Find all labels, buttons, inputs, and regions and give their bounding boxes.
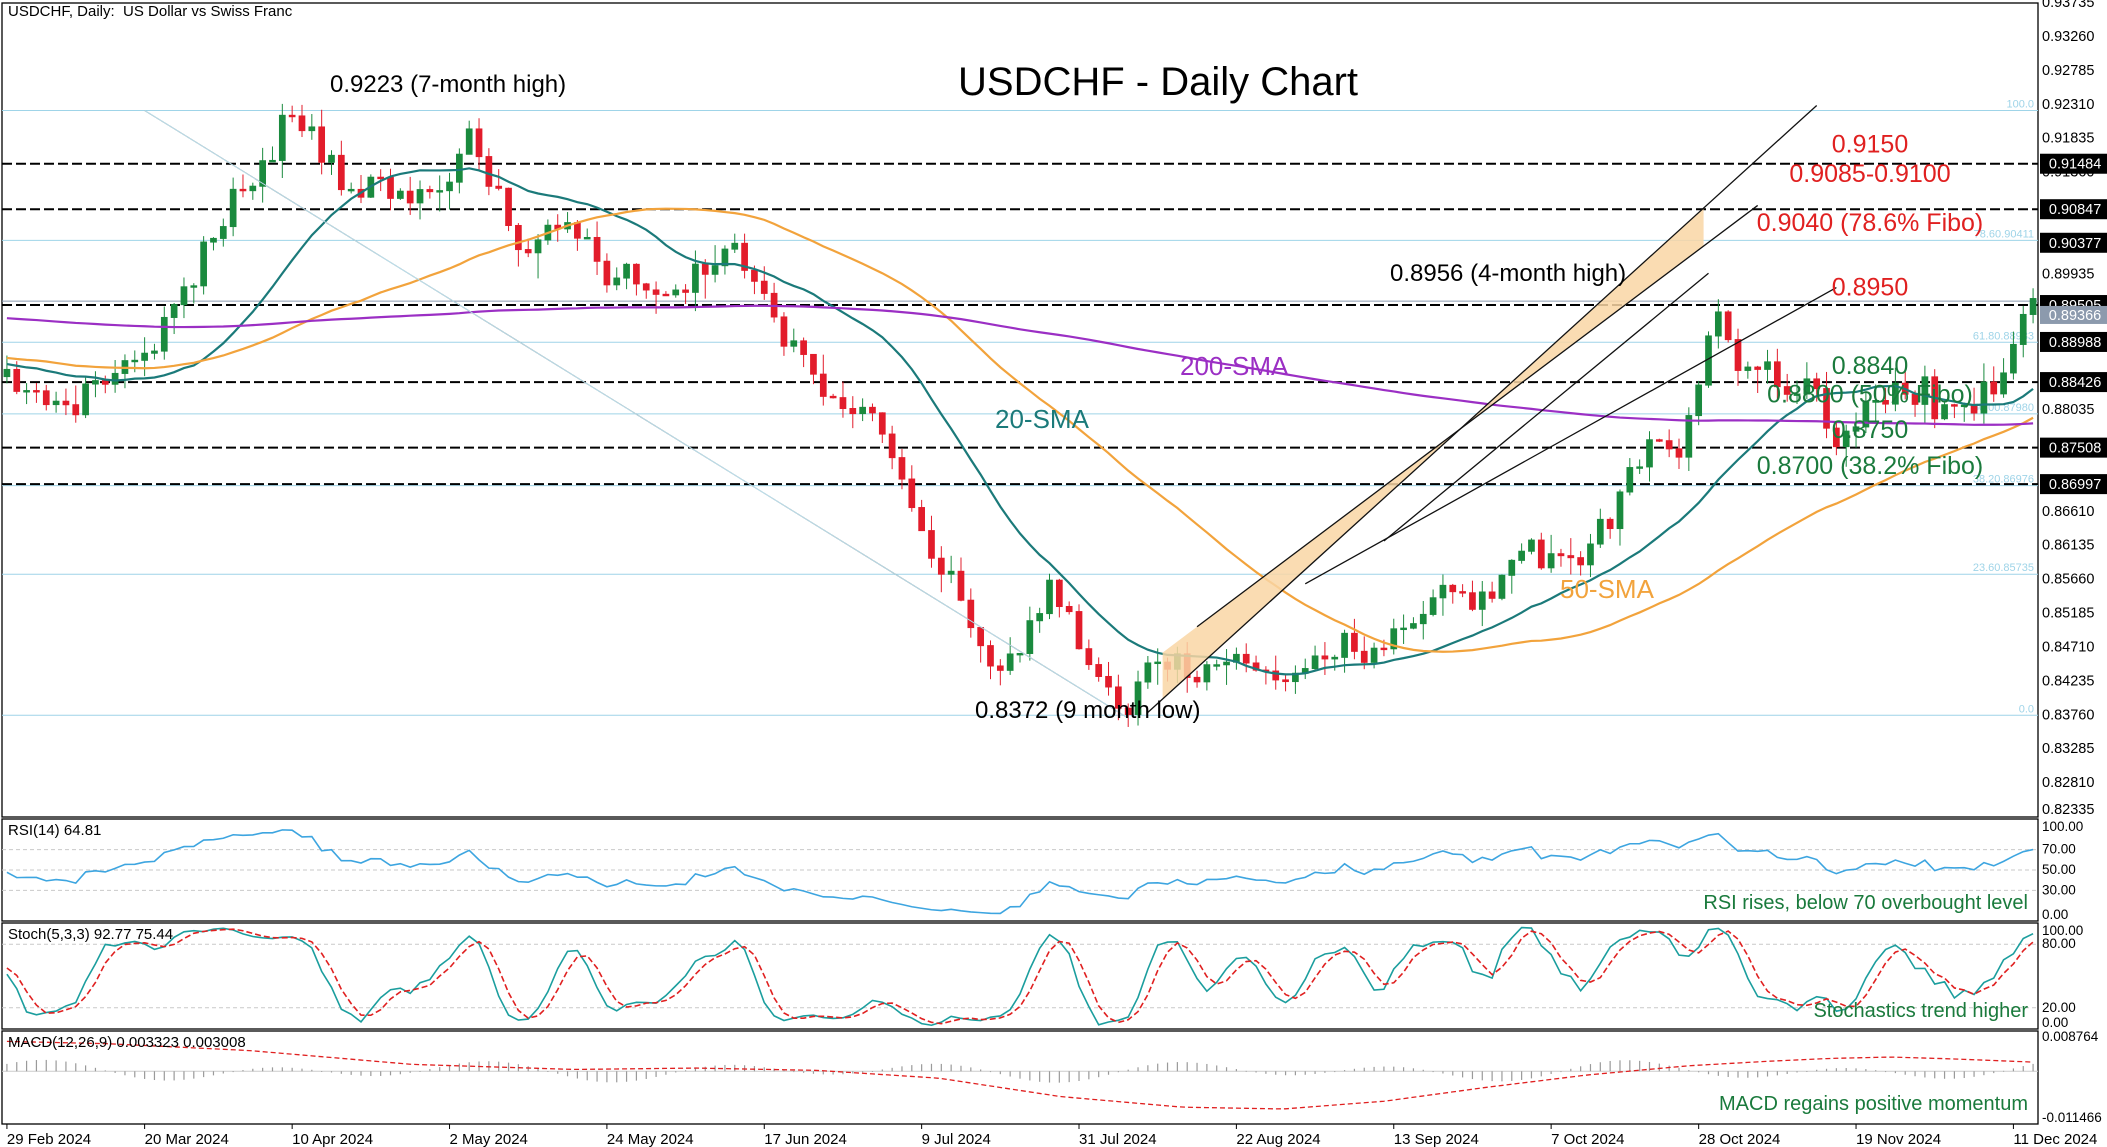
svg-text:RSI(14) 64.81: RSI(14) 64.81 (8, 822, 101, 839)
svg-text:0.8372 (9 month low): 0.8372 (9 month low) (975, 697, 1200, 724)
svg-text:11 Dec 2024: 11 Dec 2024 (2013, 1131, 2097, 1147)
svg-text:0.86997: 0.86997 (2049, 477, 2101, 493)
svg-text:MACD(12,26,9) 0.003323 0.00300: MACD(12,26,9) 0.003323 0.003008 (8, 1034, 246, 1051)
svg-text:23.60.85735: 23.60.85735 (1973, 562, 2034, 574)
svg-text:0.84235: 0.84235 (2042, 673, 2094, 689)
svg-text:0.85185: 0.85185 (2042, 606, 2094, 622)
svg-text:17 Jun 2024: 17 Jun 2024 (764, 1131, 847, 1147)
svg-text:0.84710: 0.84710 (2042, 639, 2094, 655)
svg-text:100.00: 100.00 (2042, 819, 2083, 834)
svg-text:0.9150: 0.9150 (1832, 131, 1908, 159)
svg-text:RSI rises, below 70 overbought: RSI rises, below 70 overbought level (1703, 892, 2028, 914)
svg-text:0.82810: 0.82810 (2042, 775, 2094, 791)
svg-text:22 Aug 2024: 22 Aug 2024 (1236, 1131, 1320, 1147)
svg-text:0.8956 (4-month high): 0.8956 (4-month high) (1390, 260, 1626, 287)
svg-text:0.9040 (78.6% Fibo): 0.9040 (78.6% Fibo) (1757, 209, 1984, 237)
svg-text:0.86135: 0.86135 (2042, 538, 2094, 554)
svg-text:0.87508: 0.87508 (2049, 441, 2101, 457)
svg-text:0.8700 (38.2% Fibo): 0.8700 (38.2% Fibo) (1757, 452, 1984, 480)
svg-text:50-SMA: 50-SMA (1560, 574, 1655, 604)
svg-text:0.88035: 0.88035 (2042, 402, 2094, 418)
svg-text:0.88426: 0.88426 (2049, 375, 2101, 391)
svg-text:80.00: 80.00 (2042, 936, 2076, 951)
svg-text:0.8800 (50% Fibo): 0.8800 (50% Fibo) (1767, 380, 1973, 408)
svg-text:0.8950: 0.8950 (1832, 273, 1908, 301)
svg-text:28 Oct 2024: 28 Oct 2024 (1699, 1131, 1781, 1147)
svg-text:0.93260: 0.93260 (2042, 29, 2094, 45)
svg-text:19 Nov 2024: 19 Nov 2024 (1856, 1131, 1941, 1147)
svg-text:0.9085-0.9100: 0.9085-0.9100 (1789, 160, 1950, 188)
svg-text:0.83285: 0.83285 (2042, 741, 2094, 757)
svg-text:0.90847: 0.90847 (2049, 202, 2101, 218)
svg-text:0.85660: 0.85660 (2042, 572, 2094, 588)
svg-text:100.0: 100.0 (2006, 98, 2034, 110)
svg-text:Stoch(5,3,3) 92.77 75.44: Stoch(5,3,3) 92.77 75.44 (8, 926, 173, 943)
svg-text:0.008764: 0.008764 (2042, 1029, 2099, 1044)
svg-text:20-SMA: 20-SMA (995, 404, 1090, 434)
svg-text:0.88988: 0.88988 (2049, 335, 2101, 351)
svg-text:Stochastics trend higher: Stochastics trend higher (1813, 1000, 2028, 1022)
svg-text:0.82335: 0.82335 (2042, 802, 2094, 818)
svg-text:MACD regains positive momentum: MACD regains positive momentum (1719, 1093, 2028, 1115)
svg-text:0.92785: 0.92785 (2042, 63, 2094, 79)
svg-text:0.83760: 0.83760 (2042, 707, 2094, 723)
svg-text:0.89366: 0.89366 (2049, 308, 2101, 324)
svg-text:USDCHF - Daily Chart: USDCHF - Daily Chart (958, 60, 1358, 104)
svg-text:0.9223 (7-month high): 0.9223 (7-month high) (330, 71, 566, 98)
svg-text:7 Oct 2024: 7 Oct 2024 (1551, 1131, 1624, 1147)
svg-text:0.93735: 0.93735 (2042, 0, 2094, 11)
svg-text:70.00: 70.00 (2042, 842, 2076, 857)
svg-text:0.8750: 0.8750 (1832, 416, 1908, 444)
svg-text:0.89935: 0.89935 (2042, 266, 2094, 282)
svg-text:0.91835: 0.91835 (2042, 131, 2094, 147)
svg-text:9 Jul 2024: 9 Jul 2024 (922, 1131, 991, 1147)
svg-text:20.00: 20.00 (2042, 1000, 2076, 1015)
svg-text:30.00: 30.00 (2042, 882, 2076, 897)
svg-text:-0.011466: -0.011466 (2042, 1110, 2102, 1125)
svg-text:0.0: 0.0 (2019, 703, 2034, 715)
svg-text:200-SMA: 200-SMA (1180, 351, 1289, 381)
svg-text:13 Sep 2024: 13 Sep 2024 (1394, 1131, 1479, 1147)
svg-text:20 Mar 2024: 20 Mar 2024 (145, 1131, 229, 1147)
svg-text:0.90377: 0.90377 (2049, 236, 2101, 252)
svg-text:31 Jul 2024: 31 Jul 2024 (1079, 1131, 1157, 1147)
svg-text:24 May 2024: 24 May 2024 (607, 1131, 694, 1147)
svg-text:0.92310: 0.92310 (2042, 97, 2094, 113)
svg-text:0.91484: 0.91484 (2049, 157, 2101, 173)
svg-text:USDCHF, Daily: US Dollar vs S: USDCHF, Daily: US Dollar vs Swiss Franc (8, 3, 293, 20)
svg-text:10 Apr 2024: 10 Apr 2024 (292, 1131, 373, 1147)
svg-text:2 May 2024: 2 May 2024 (450, 1131, 528, 1147)
svg-text:29 Feb 2024: 29 Feb 2024 (7, 1131, 91, 1147)
svg-text:0.86610: 0.86610 (2042, 504, 2094, 520)
svg-text:50.00: 50.00 (2042, 862, 2076, 877)
svg-text:0.00: 0.00 (2042, 1015, 2068, 1030)
svg-text:0.00: 0.00 (2042, 907, 2068, 922)
svg-text:0.8840: 0.8840 (1832, 352, 1908, 380)
